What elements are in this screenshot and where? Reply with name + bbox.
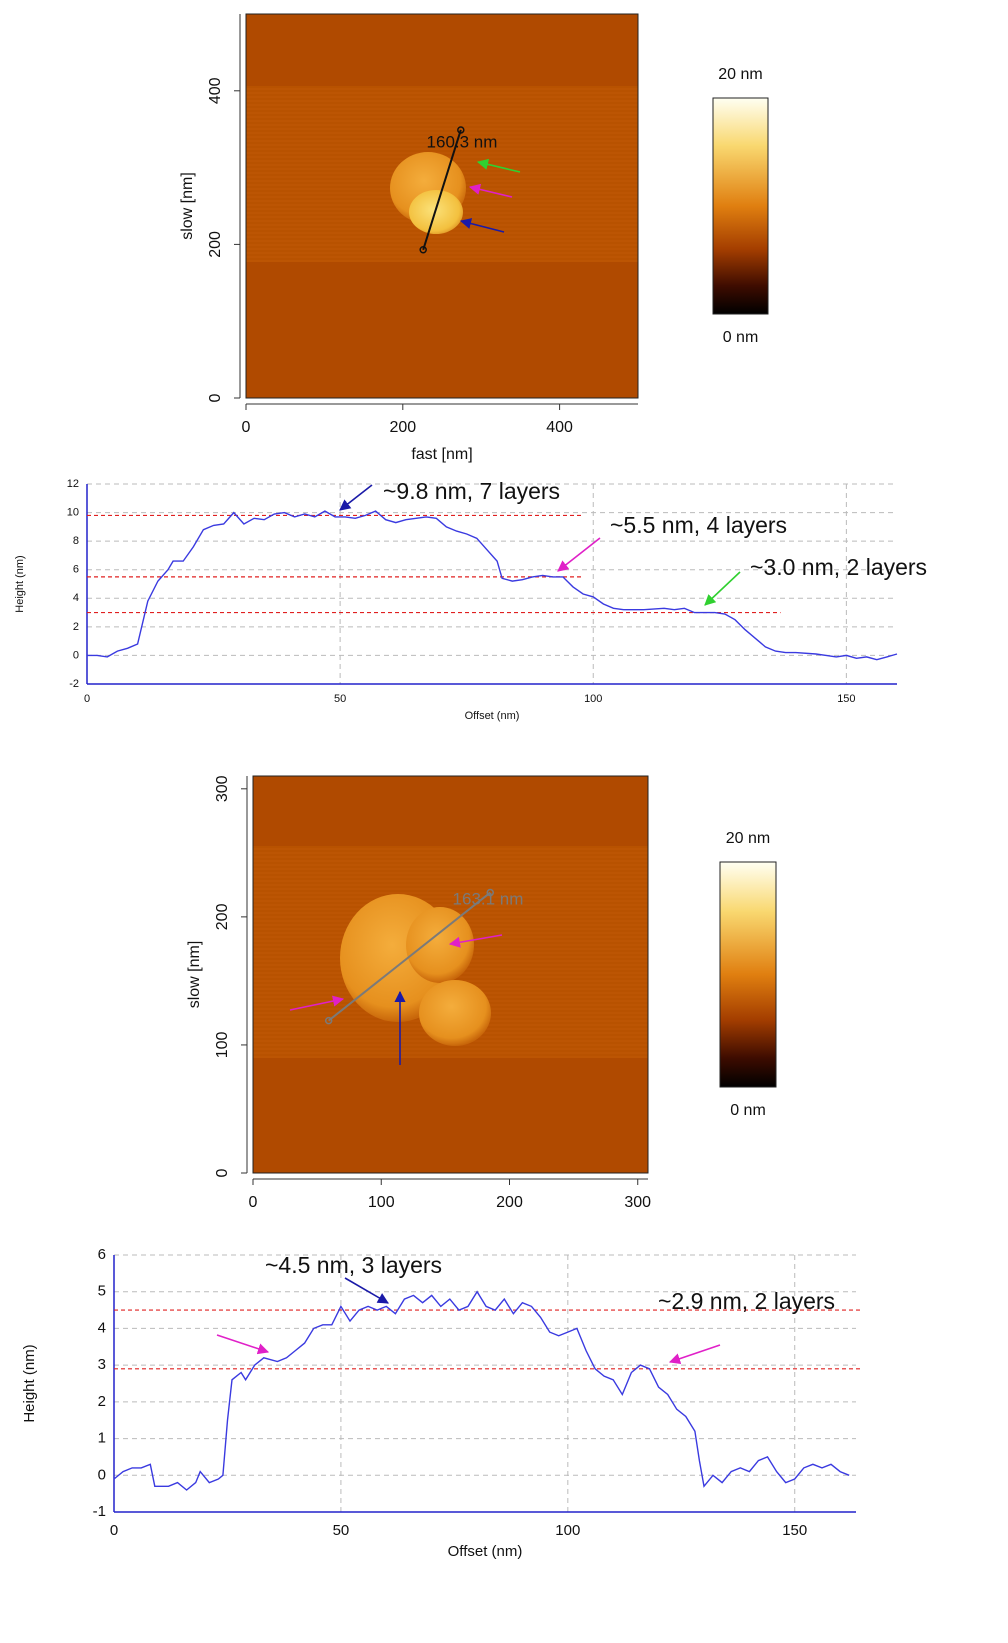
x-tick-label: 100 (584, 693, 602, 705)
annotation-arrow (468, 183, 513, 198)
y-tick-label: 6 (98, 1246, 106, 1263)
afm-image (245, 13, 639, 399)
annotation-arrow (704, 571, 741, 606)
x-tick-label: 100 (368, 1194, 395, 1211)
colorbar (712, 97, 769, 315)
x-tick-label: 150 (837, 693, 855, 705)
y-tick-label: 10 (67, 506, 79, 518)
y-tick-label: 8 (73, 535, 79, 547)
y-tick-label: 4 (73, 592, 79, 604)
x-tick-label: 200 (496, 1194, 523, 1211)
annotation-arrow (459, 218, 505, 233)
x-tick-label: 100 (555, 1522, 580, 1539)
x-tick-label: 0 (242, 419, 251, 436)
colorbar-label: 20 nm (726, 830, 770, 847)
y-tick-label: 0 (98, 1466, 106, 1483)
annotation: ~2.9 nm, 2 layers (658, 1288, 835, 1314)
colorbar-label: 20 nm (718, 66, 762, 83)
annotation: ~4.5 nm, 3 layers (265, 1252, 442, 1278)
y-axis-label: Height (nm) (14, 555, 26, 612)
measure-point (486, 888, 495, 897)
annotation-arrow (216, 1334, 270, 1355)
annotation-arrow (557, 537, 601, 572)
y-axis-label: slow [nm] (179, 172, 196, 240)
measure-label: 160.3 nm (427, 132, 498, 151)
y-tick-label: 0 (214, 1168, 231, 1177)
y-tick-label: -2 (69, 678, 79, 690)
y-axis-label: Height (nm) (21, 1344, 38, 1422)
measure-line (328, 891, 491, 1022)
profile-line (113, 1290, 850, 1491)
y-tick-label: 200 (214, 903, 231, 930)
x-axis-label: fast [nm] (411, 446, 472, 463)
colorbar-label: 0 nm (730, 1102, 766, 1119)
annotation: ~5.5 nm, 4 layers (610, 512, 787, 538)
y-tick-label: 2 (98, 1393, 106, 1410)
y-tick-label: 1 (98, 1430, 106, 1447)
annotation-arrow (476, 158, 521, 173)
y-tick-label: 6 (73, 564, 79, 576)
annotation-arrow (344, 1277, 389, 1304)
x-tick-label: 0 (249, 1194, 258, 1211)
y-tick-label: 0 (73, 649, 79, 661)
colorbar-label: 0 nm (723, 329, 759, 346)
y-tick-label: 5 (98, 1283, 106, 1300)
y-tick-label: 300 (214, 775, 231, 802)
annotation-arrow (289, 995, 345, 1011)
annotation-arrow (668, 1344, 721, 1365)
measure-point (457, 126, 465, 134)
x-axis-label: Offset (nm) (465, 710, 520, 722)
y-tick-label: 400 (207, 77, 224, 104)
afm-image (252, 775, 649, 1174)
measure-point (419, 246, 427, 254)
measure-point (324, 1016, 333, 1025)
x-tick-label: 200 (389, 419, 416, 436)
x-tick-label: 50 (333, 1522, 350, 1539)
x-tick-label: 150 (782, 1522, 807, 1539)
x-tick-label: 300 (624, 1194, 651, 1211)
y-tick-label: 2 (73, 621, 79, 633)
x-tick-label: 400 (546, 419, 573, 436)
annotation-arrow (448, 934, 503, 948)
x-tick-label: 0 (110, 1522, 118, 1539)
x-tick-label: 50 (334, 693, 346, 705)
measure-line (422, 129, 462, 251)
y-tick-label: 3 (98, 1356, 106, 1373)
x-tick-label: 0 (84, 693, 90, 705)
y-tick-label: 200 (207, 231, 224, 258)
colorbar (719, 861, 777, 1088)
annotation: ~3.0 nm, 2 layers (750, 554, 927, 580)
y-tick-label: 12 (67, 478, 79, 490)
y-tick-label: 100 (214, 1031, 231, 1058)
measure-label: 163.1 nm (453, 889, 524, 908)
profile-line (87, 510, 898, 661)
annotation-arrow (339, 484, 373, 511)
y-tick-label: -1 (93, 1503, 106, 1520)
y-tick-label: 0 (207, 393, 224, 402)
y-tick-label: 4 (98, 1319, 106, 1336)
y-axis-label: slow [nm] (186, 941, 203, 1009)
x-axis-label: Offset (nm) (448, 1543, 523, 1560)
annotation: ~9.8 nm, 7 layers (383, 478, 560, 504)
